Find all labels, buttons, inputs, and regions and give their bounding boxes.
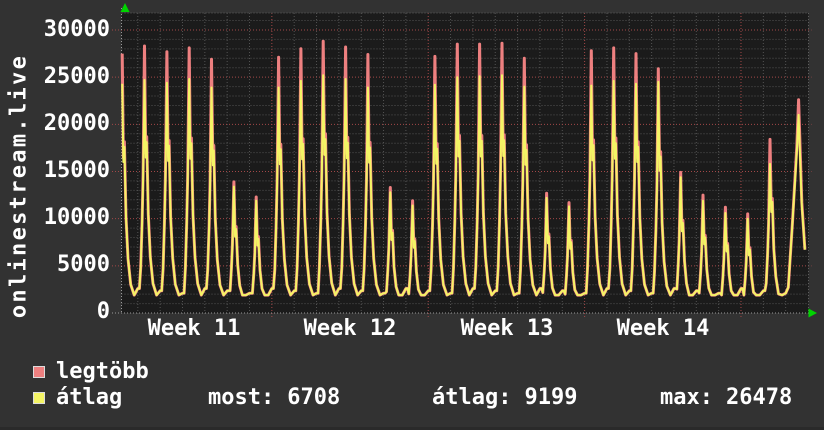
window-bottom-edge xyxy=(0,427,824,430)
stat-max-label: max: xyxy=(660,385,713,410)
stat-avg-label: átlag: xyxy=(432,385,512,410)
y-tick-label: 15000 xyxy=(43,158,110,183)
stat-most: most: 6708 xyxy=(208,385,341,410)
stat-max: max: 26478 xyxy=(660,385,793,410)
y-tick-label: 0 xyxy=(96,299,110,324)
stat-most-value: 6708 xyxy=(287,385,341,410)
y-tick-label: 30000 xyxy=(43,17,110,42)
week-label: Week 12 xyxy=(303,316,397,341)
y-tick-label: 5000 xyxy=(57,252,110,277)
week-label: Week 14 xyxy=(616,316,710,341)
legend-swatch-avg xyxy=(33,392,45,404)
stat-max-value: 26478 xyxy=(725,385,793,410)
y-tick-label: 25000 xyxy=(43,64,110,89)
chart-svg xyxy=(112,3,817,318)
y-tick-label: 20000 xyxy=(43,111,110,136)
legend-label-max: legtöbb xyxy=(56,359,149,384)
legend-label-avg: átlag xyxy=(56,385,123,410)
stat-avg-value: 9199 xyxy=(524,385,578,410)
stat-avg: átlag: 9199 xyxy=(432,385,578,410)
y-tick-label: 10000 xyxy=(43,205,110,230)
legend-swatch-max xyxy=(33,366,45,378)
week-label: Week 13 xyxy=(460,316,554,341)
week-label: Week 11 xyxy=(147,316,241,341)
stat-most-label: most: xyxy=(208,385,275,410)
